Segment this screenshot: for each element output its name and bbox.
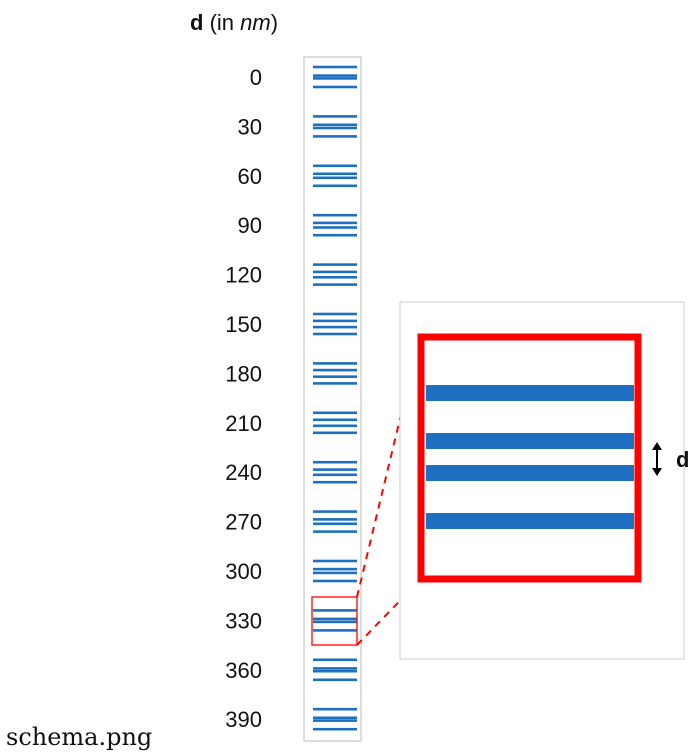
stripe	[313, 319, 357, 323]
axis-header: d (in nm)	[190, 10, 278, 35]
stripe	[313, 263, 357, 266]
stripe	[313, 559, 357, 563]
stripe	[313, 283, 357, 286]
stripe	[313, 213, 357, 217]
stripe	[313, 424, 357, 428]
spacing-label: d	[676, 447, 689, 472]
stripe	[313, 468, 357, 471]
stripe	[313, 126, 357, 130]
zoom-stripe	[426, 465, 634, 481]
header-paren-open: (in	[203, 10, 240, 35]
depth-label: 120	[225, 263, 262, 288]
header-paren-close: )	[271, 10, 278, 35]
stripe	[313, 375, 357, 378]
stripe	[313, 678, 357, 682]
zoom-stripe	[426, 385, 634, 401]
stripe	[313, 669, 357, 673]
stripe	[313, 510, 357, 513]
stripe	[313, 460, 357, 464]
zoom-line-bottom	[356, 579, 421, 646]
stripe	[313, 609, 357, 612]
zoom-stripe	[426, 513, 634, 529]
stripe	[313, 172, 357, 176]
filename-caption: schema.png	[6, 723, 152, 751]
stripe	[313, 431, 357, 435]
stripe	[313, 620, 357, 624]
stripe	[313, 567, 357, 571]
stripe	[313, 719, 357, 722]
depth-label: 300	[225, 559, 262, 584]
stripe	[313, 74, 357, 77]
stripe	[313, 571, 357, 575]
depth-label: 390	[225, 707, 262, 732]
header-unit: nm	[240, 10, 271, 35]
zoom-highlight-frame	[417, 333, 642, 583]
stripe	[313, 221, 357, 225]
stripe	[313, 382, 357, 385]
depth-label: 60	[238, 164, 262, 189]
stripe	[313, 473, 357, 477]
depth-label: 150	[225, 312, 262, 337]
zoom-stripe	[426, 433, 634, 449]
stripe	[313, 629, 357, 632]
stripe	[313, 135, 357, 138]
stripe	[313, 530, 357, 533]
highlight-box	[311, 596, 358, 646]
stripe	[313, 276, 357, 279]
stripe	[313, 667, 357, 670]
stripe	[313, 85, 357, 89]
depth-label: 30	[238, 114, 262, 139]
depth-label: 360	[225, 658, 262, 683]
depth-label: 180	[225, 361, 262, 386]
stripe	[313, 658, 357, 662]
depth-label: 240	[225, 460, 262, 485]
sample-column	[303, 56, 362, 742]
stripe	[313, 176, 357, 180]
stripe	[313, 65, 357, 69]
stripe	[313, 727, 357, 731]
stripe	[313, 617, 357, 621]
stripe-groups	[313, 65, 357, 731]
depth-label: 0	[250, 65, 262, 90]
stripe	[313, 362, 357, 365]
stripe	[313, 518, 357, 521]
stripe	[313, 332, 357, 336]
stripe	[313, 579, 357, 583]
spacing-arrow	[652, 442, 662, 476]
depth-label: 90	[238, 213, 262, 238]
stripe	[313, 522, 357, 526]
stripe	[313, 312, 357, 316]
stripe	[313, 123, 357, 127]
stripe	[313, 716, 357, 720]
stripe	[313, 707, 357, 711]
stripe	[313, 325, 357, 329]
stripe	[313, 480, 357, 484]
stripe	[313, 164, 357, 168]
stripe	[313, 184, 357, 188]
depth-labels: 0 30 60 90 120 150 180 210 240 270 300 330 360 390	[225, 65, 262, 732]
depth-label: 270	[225, 510, 262, 535]
depth-label: 210	[225, 411, 262, 436]
header-bold: d	[190, 10, 203, 35]
stripe	[313, 233, 357, 237]
stripe	[313, 270, 357, 274]
depth-label: 330	[225, 608, 262, 633]
stripe	[313, 411, 357, 415]
stripe	[313, 226, 357, 229]
stripe	[313, 418, 357, 422]
stripe	[313, 77, 357, 80]
stripe	[313, 115, 357, 118]
stripe	[313, 368, 357, 372]
zoom-stripes	[426, 385, 634, 529]
